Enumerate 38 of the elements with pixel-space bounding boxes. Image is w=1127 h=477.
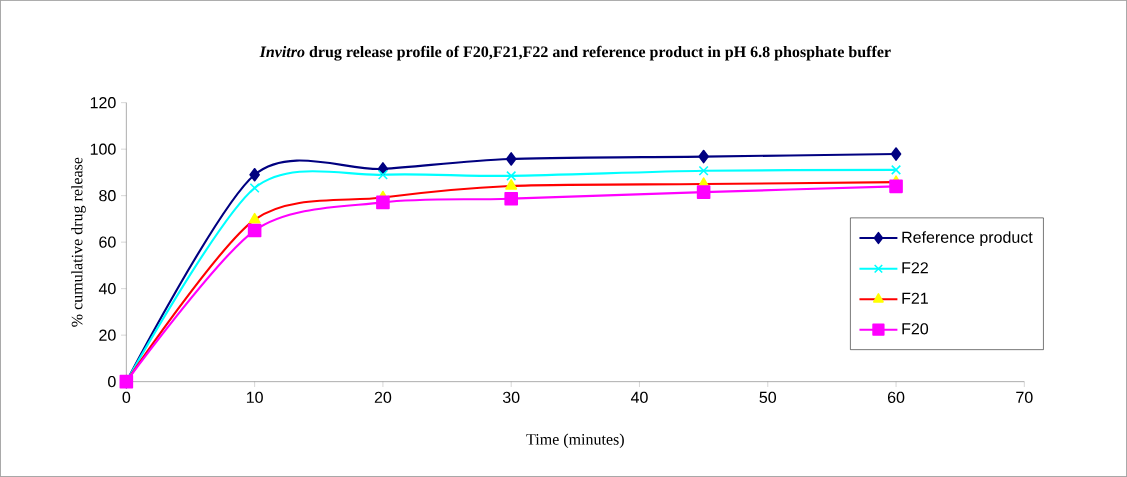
legend-label: F20 bbox=[902, 323, 929, 335]
point bbox=[249, 182, 260, 194]
point bbox=[506, 170, 517, 181]
legend-label: F22 bbox=[902, 262, 928, 274]
point bbox=[248, 212, 261, 224]
point bbox=[505, 179, 518, 190]
point bbox=[890, 147, 902, 161]
point bbox=[505, 152, 517, 166]
y-axis-title: % cumulative drug release bbox=[71, 157, 86, 327]
point bbox=[249, 167, 260, 182]
point bbox=[504, 191, 518, 206]
y-tick-label: 100 bbox=[90, 143, 116, 155]
y-tick-label: 40 bbox=[98, 283, 116, 295]
point bbox=[891, 164, 902, 175]
x-tick-label: 40 bbox=[630, 391, 648, 404]
chart-title: Invitro drug release profile of F20,F21,F22 and reference product in pH 6.8 phosphate buffer bbox=[259, 45, 891, 61]
legend-label: F21 bbox=[902, 292, 928, 304]
y-tick-label: 120 bbox=[90, 97, 116, 109]
y-tick-label: 80 bbox=[99, 190, 116, 202]
x-tick-label: 50 bbox=[759, 391, 777, 404]
y-tick-label: 20 bbox=[99, 329, 116, 341]
y-tick-label: 0 bbox=[108, 375, 116, 388]
point bbox=[696, 185, 711, 199]
point bbox=[698, 149, 709, 164]
point bbox=[377, 169, 388, 180]
x-tick-label: 0 bbox=[122, 391, 131, 404]
x-tick-label: 60 bbox=[887, 391, 905, 404]
y-tick-label: 60 bbox=[99, 236, 116, 248]
x-axis-title: Time (minutes) bbox=[526, 433, 624, 449]
point bbox=[889, 179, 903, 194]
x-tick-label: 10 bbox=[246, 391, 263, 404]
point bbox=[247, 223, 262, 238]
point bbox=[698, 165, 709, 176]
point bbox=[376, 195, 390, 210]
x-tick-label: 70 bbox=[1016, 391, 1033, 404]
x-tick-label: 30 bbox=[502, 391, 520, 404]
legend-label: Reference product bbox=[902, 231, 1033, 247]
x-tick-label: 20 bbox=[374, 391, 392, 404]
